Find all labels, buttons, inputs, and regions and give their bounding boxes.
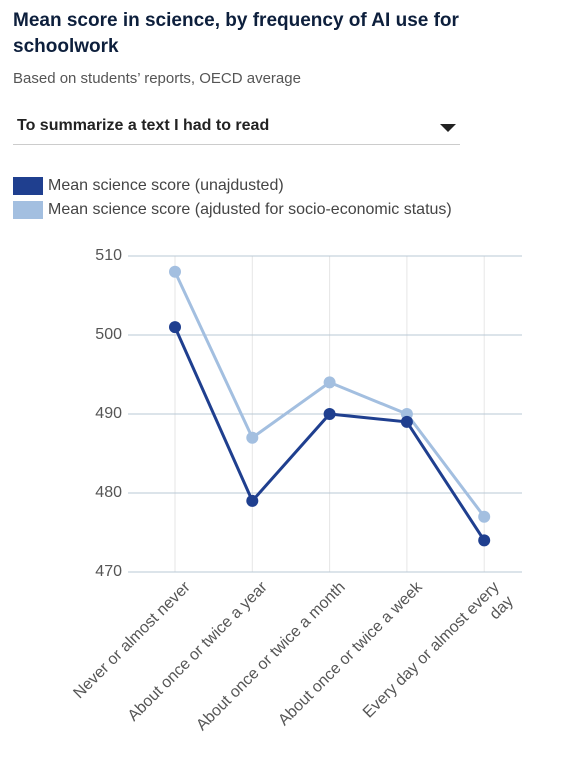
y-tick-label: 500 [95,326,122,343]
legend-label: Mean science score (unajdusted) [48,177,284,194]
point [400,415,413,428]
y-tick-label: 490 [95,405,122,422]
point [169,265,181,278]
y-tick-label: 510 [95,247,122,264]
point [246,431,259,444]
legend-item: Mean science score (ajdusted for socio-e… [13,198,452,222]
point [478,534,491,547]
point [478,510,491,523]
point [323,408,336,420]
legend-swatch [13,177,43,195]
legend: Mean science score (unajdusted) Mean scie… [13,174,452,222]
dropdown-label[interactable]: To summarize a text I had to read [17,117,270,134]
y-tick-label: 480 [95,484,122,501]
chart-title: Mean score in science, by frequency of A… [13,10,459,57]
point [169,321,181,334]
legend-item: Mean science score (unajdusted) [13,174,452,198]
chart-subtitle: Based on students’ reports, OECD average [13,70,301,87]
point [323,376,336,389]
legend-label: Mean science score (ajdusted for socio-e… [48,201,452,218]
dropdown-arrow[interactable] [440,124,456,134]
point [246,494,259,507]
legend-swatch [13,201,43,219]
y-tick-label: 470 [95,563,122,580]
dropdown[interactable]: To summarize a text I had to read [13,112,460,145]
